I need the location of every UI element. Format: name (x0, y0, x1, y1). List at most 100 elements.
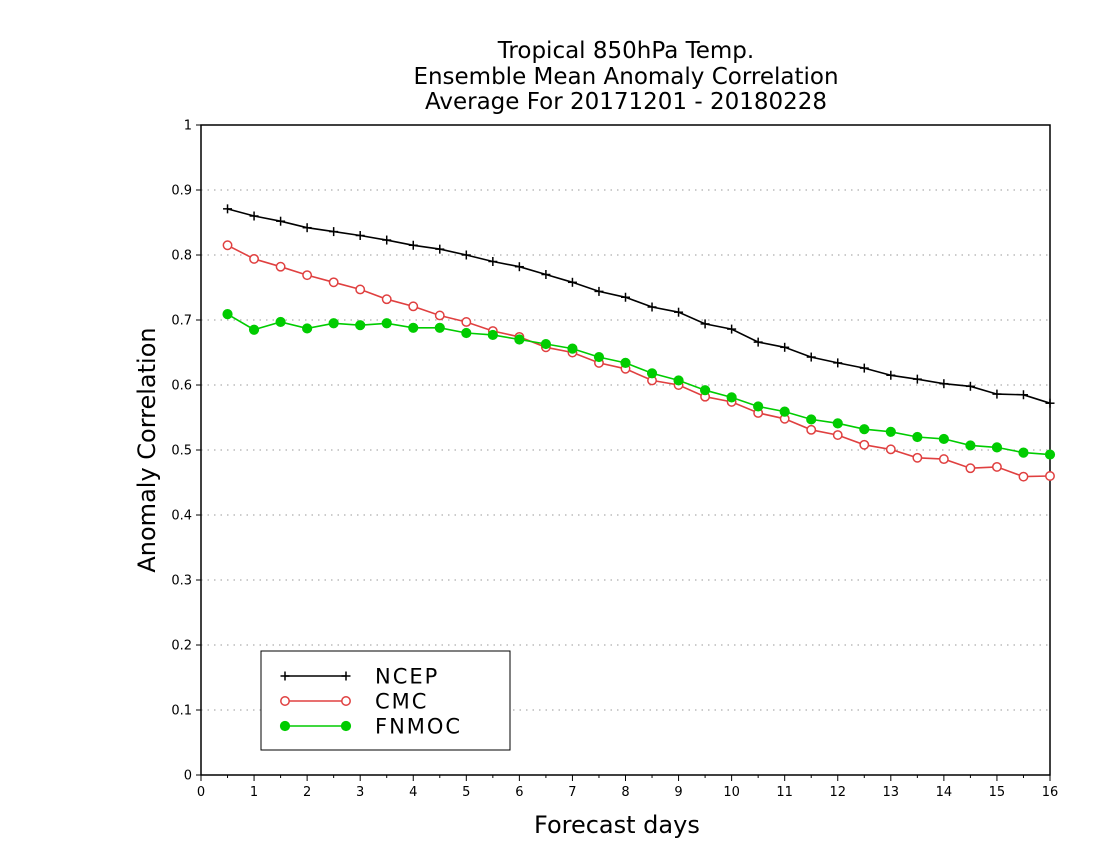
legend-marker-end (341, 671, 351, 681)
fnmoc-point (1018, 447, 1029, 458)
series-ncep (223, 204, 1055, 408)
y-axis-label: Anomaly Correlation (133, 327, 161, 572)
ncep-point (753, 337, 763, 347)
cmc-point (434, 310, 445, 321)
y-tick-label: 0.3 (171, 574, 192, 589)
ncep-point (594, 286, 604, 296)
ncep-point (302, 223, 312, 233)
ncep-point (886, 370, 896, 380)
fnmoc-point (673, 375, 684, 386)
series-cmc (222, 240, 1055, 482)
fnmoc-point (991, 442, 1003, 453)
ncep-point (355, 231, 365, 240)
ncep-point (461, 250, 471, 260)
cmc-point (408, 301, 419, 312)
cmc-line (227, 244, 1051, 478)
fnmoc-point (434, 322, 445, 333)
cmc-point (859, 439, 870, 450)
ncep-point (408, 240, 418, 250)
legend-marker-start (280, 696, 290, 706)
ncep-point (992, 389, 1002, 399)
fnmoc-point (938, 433, 949, 445)
legend-marker-start (280, 671, 290, 681)
y-tick-label: 0 (184, 769, 192, 784)
fnmoc-point (699, 385, 711, 396)
legend-label-fnmoc: FNMOC (375, 715, 462, 739)
ncep-point (912, 374, 922, 384)
ncep-point (567, 277, 577, 287)
series-fnmoc (222, 309, 1056, 460)
fnmoc-point (753, 401, 764, 412)
cmc-point (965, 463, 976, 474)
series-lines (222, 204, 1056, 482)
ncep-point (541, 270, 551, 279)
ncep-point (329, 227, 339, 237)
ncep-point (647, 302, 657, 312)
x-tick-label: 12 (829, 785, 846, 800)
cmc-point (328, 277, 339, 288)
x-tick-label: 4 (409, 785, 417, 800)
ncep-point (939, 379, 949, 389)
cmc-point (461, 317, 472, 327)
fnmoc-point (540, 338, 552, 350)
ncep-point (806, 352, 816, 362)
chart-titles: Tropical 850hPa Temp. Ensemble Mean Anom… (413, 38, 838, 115)
cmc-point (938, 454, 949, 465)
cmc-point (249, 253, 260, 264)
legend-label-ncep: NCEP (375, 665, 439, 689)
ncep-point (674, 307, 684, 317)
fnmoc-point (381, 318, 392, 329)
y-axis-ticks: 0 0.1 0.2 0.3 0.4 0.5 0.6 0.7 0.8 0.9 1 (171, 119, 201, 784)
chart-subtitle-2: Average For 20171201 - 20180228 (425, 89, 827, 115)
cmc-point (1018, 471, 1029, 482)
x-tick-label: 0 (197, 785, 205, 800)
y-tick-label: 0.1 (171, 704, 192, 719)
ncep-point (965, 381, 975, 391)
fnmoc-point (487, 329, 498, 341)
fnmoc-point (248, 324, 260, 335)
fnmoc-point (726, 392, 737, 403)
chart-title: Tropical 850hPa Temp. (497, 38, 754, 64)
x-tick-label: 3 (356, 785, 364, 800)
fnmoc-point (620, 357, 631, 368)
x-tick-label: 8 (621, 785, 629, 800)
fnmoc-point (328, 318, 339, 329)
cmc-point (222, 240, 233, 251)
ncep-point (727, 324, 737, 334)
x-axis-label: Forecast days (534, 811, 700, 839)
legend-label-cmc: CMC (375, 690, 428, 714)
cmc-point (912, 452, 923, 463)
fnmoc-point (806, 414, 817, 425)
legend-marker-end (341, 696, 351, 706)
ncep-point (1045, 398, 1055, 408)
x-tick-label: 6 (515, 785, 523, 800)
y-tick-label: 0.5 (171, 444, 192, 459)
fnmoc-point (593, 351, 605, 363)
y-tick-label: 1 (184, 119, 192, 134)
x-tick-label: 1 (250, 785, 258, 800)
ncep-point (435, 244, 445, 254)
x-tick-label: 2 (303, 785, 311, 800)
cmc-point (806, 424, 817, 435)
ncep-point (223, 204, 233, 214)
legend-entry-fnmoc: FNMOC (279, 715, 462, 739)
ncep-point (621, 292, 630, 302)
x-tick-label: 7 (568, 785, 576, 800)
x-tick-label: 15 (989, 785, 1006, 800)
fnmoc-point (302, 323, 313, 334)
fnmoc-point (408, 322, 419, 333)
y-tick-label: 0.9 (171, 184, 192, 199)
x-axis-ticks: 0 1 2 3 4 5 6 7 8 9 10 11 12 13 14 15 16 (197, 775, 1058, 800)
ncep-point (859, 363, 869, 373)
ncep-point (780, 342, 790, 352)
legend-entry-ncep: NCEP (280, 665, 439, 689)
ncep-point (514, 262, 524, 272)
fnmoc-point (859, 424, 870, 435)
ncep-point (700, 319, 710, 329)
x-tick-label: 11 (776, 785, 793, 800)
ncep-point (276, 216, 286, 226)
cmc-point (275, 261, 286, 272)
y-tick-label: 0.4 (171, 509, 192, 524)
x-tick-label: 14 (936, 785, 953, 800)
